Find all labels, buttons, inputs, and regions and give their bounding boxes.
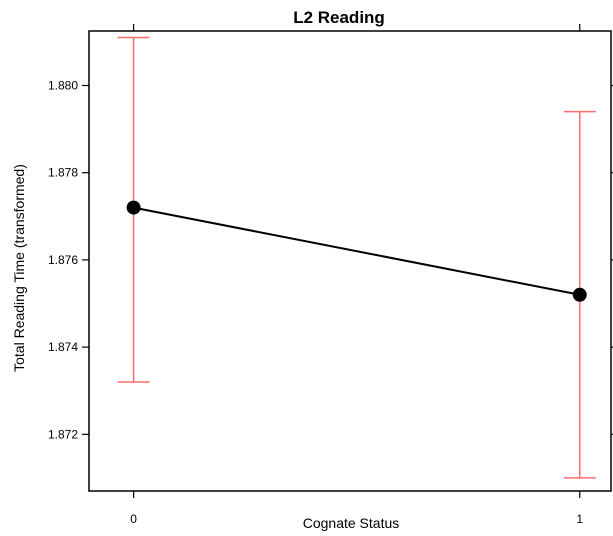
y-tick-label: 1.872: [48, 427, 78, 441]
y-tick-label: 1.880: [48, 79, 78, 93]
chart-title: L2 Reading: [293, 8, 385, 27]
x-tick-label: 1: [576, 512, 583, 526]
y-tick-label: 1.878: [48, 166, 78, 180]
x-axis-label: Cognate Status: [303, 515, 400, 531]
series-line: [133, 206, 580, 296]
y-tick-label: 1.876: [48, 253, 78, 267]
y-axis-label: Total Reading Time (transformed): [11, 164, 27, 372]
marks-layer: 1.872 1.874 1.876 1.878 1.880 0 1: [48, 24, 613, 526]
y-tick-label: 1.874: [48, 340, 78, 354]
plot-frame: [88, 30, 612, 492]
data-point: [572, 287, 587, 302]
x-tick-label: 0: [130, 512, 137, 526]
data-point: [126, 200, 141, 215]
